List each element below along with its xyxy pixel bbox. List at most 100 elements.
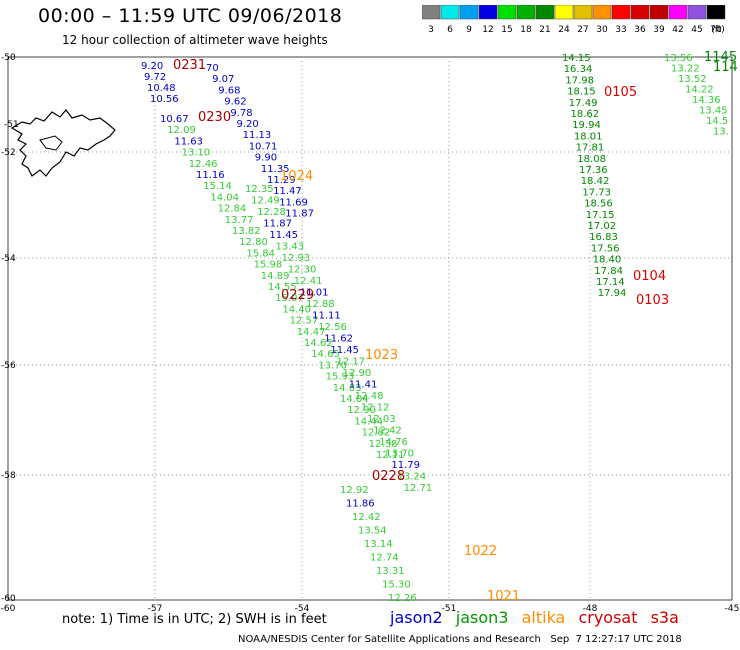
swh-value: 15.84 [246,248,275,259]
swh-value: 17.56 [591,243,620,254]
swh-value: 14.04 [340,394,369,405]
legend-swatch [440,5,460,20]
legend-swatch [478,5,498,20]
legend-swatch [554,5,574,20]
swh-value: 11.63 [174,136,203,147]
pass-id-label: 0228 [372,469,405,484]
swh-value: 14.40 [282,304,311,315]
swh-value: 17.81 [576,143,605,154]
legend-label: 6 [447,25,453,35]
legend-label: 18 [520,25,532,35]
swh-value: 18.01 [574,131,603,142]
swh-value: 12.09 [167,125,196,136]
map-frame [7,56,733,601]
legend-label: 12 [482,25,493,35]
legend-swatch [573,5,593,20]
legend-label: 70 [710,25,722,35]
swh-value: 12.82 [362,428,391,439]
legend-label: 33 [615,25,626,35]
swh-value: 12.90 [347,405,376,416]
sat-altika: altika [521,608,566,627]
legend-label: 27 [577,25,588,35]
swh-value: 17.49 [569,98,598,109]
swh-value: 9.07 [212,74,234,85]
legend-label: 36 [634,25,646,35]
swh-value: 11.13 [243,130,272,141]
sat-s3a: s3a [650,608,679,627]
sat-jason2: jason2 [390,608,443,627]
swh-value: 15.93 [326,372,355,383]
lat-tick-label: -60 [1,594,16,604]
legend-unit: (ft) [711,25,725,35]
swh-value: 13.70 [318,360,347,371]
color-legend: 3 6 9 12 15 18 21 24 27 30 33 36 39 42 45 70(ft) [422,5,726,35]
swh-value: 9.20 [237,119,259,130]
swh-value: 11.35 [261,164,290,175]
swh-value: 11.45 [269,230,298,241]
swh-value: 10.48 [147,83,176,94]
legend-swatch [668,5,688,20]
swh-value: 10.71 [249,141,278,152]
wave-height-map: -60 -57 -54 -51 -48 -45 -50 -52 -54 -56 -58 -60 -51 9… [1,50,740,612]
swh-value: 17.73 [582,187,611,198]
lat-tick-label: -50 [1,53,16,63]
swh-value: 11.16 [196,170,225,181]
swh-value: 14.04 [210,192,239,203]
satellite-legend: jason2 jason3 altika cryosat s3a [390,608,687,627]
legend-swatch [611,5,631,20]
swh-value: 11.69 [279,197,308,208]
swh-value: 12.12 [361,403,390,414]
falkland-islands-outline [10,109,116,177]
lat-tick-label: -56 [1,361,16,371]
swh-value: 12.26 [388,593,417,604]
pass-id-label: 0230 [198,110,231,125]
swh-value: 11.79 [391,460,420,471]
swh-value: 9.68 [218,85,240,96]
swh-value: 12.42 [373,426,402,437]
sat-jason3: jason3 [455,608,509,627]
swh-value: 12.93 [282,253,311,264]
swh-value: 13.10 [182,148,211,159]
swh-value: 12.80 [239,237,268,248]
map-title: 00:00 – 11:59 UTC 09/06/2018 [38,5,343,27]
footnote: note: 1) Time is in UTC; 2) SWH is in fe… [62,612,327,627]
legend-label: 24 [558,25,570,35]
lat-tick-label: -52 [1,148,16,158]
legend-swatch [592,5,612,20]
pass-id-label: 1024 [280,169,313,184]
legend-swatch [535,5,555,20]
swh-value: 12.84 [218,204,247,215]
swh-value: 14.36 [692,95,721,106]
legend-swatch [422,5,441,20]
swh-value: 18.40 [593,255,622,266]
pass-id-label: 1023 [365,348,398,363]
swh-value: 9.78 [230,108,252,119]
swh-value: 14.76 [379,437,408,448]
legend-swatch [649,5,669,20]
swh-value: 13.24 [398,472,427,483]
swh-value: 11.87 [263,219,292,230]
swh-value: 11.86 [346,499,375,510]
swh-value: 13.43 [276,242,305,253]
swh-value: 12.11 [376,450,405,461]
legend-swatch [687,5,707,20]
lat-tick-label: -54 [1,254,16,264]
swh-value: 14.65 [311,349,340,360]
lat-tick-label: -58 [1,471,16,481]
swh-value: 12.48 [355,391,384,402]
swh-value: 15.07 [275,293,304,304]
swh-value: 13.54 [358,526,387,537]
swh-value: 14.5 [706,116,728,127]
swh-value: 16.83 [589,232,618,243]
swh-value: 9.62 [224,97,246,108]
lon-tick-label: -48 [583,604,598,612]
swh-value: 17.98 [565,75,594,86]
lon-tick-label: -51 [442,604,457,612]
swh-value: 12.71 [404,483,433,494]
swh-value: 15.14 [203,181,232,192]
legend-swatch [459,5,479,20]
legend-label: 42 [672,25,683,35]
swh-value: 16.34 [564,64,593,75]
swh-value: 10.56 [150,94,179,105]
swh-value: 17.94 [598,288,627,299]
